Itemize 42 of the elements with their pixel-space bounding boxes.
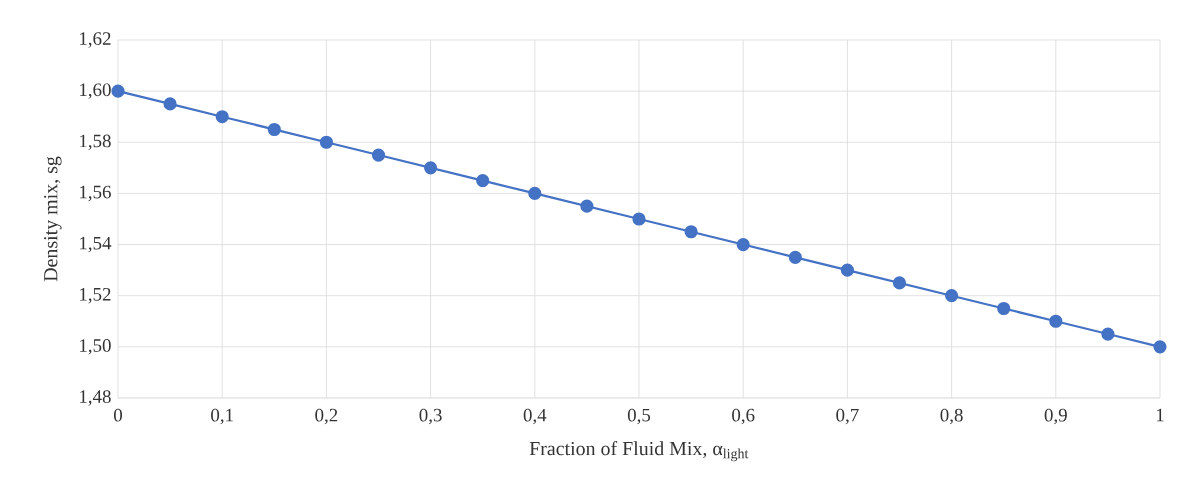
x-axis-title: Fraction of Fluid Mix, α$_{light}$: [529, 441, 749, 462]
y-tick-label: 1,58: [80, 134, 111, 151]
x-tick-label: 0,2: [315, 408, 338, 425]
point: [788, 250, 802, 264]
point: [945, 289, 959, 303]
x-tick-label: 0,1: [211, 408, 233, 425]
x-tick-label: 0: [114, 408, 123, 422]
point: [528, 186, 542, 200]
point: [371, 148, 386, 162]
point: [580, 199, 594, 213]
y-tick-label: 1,56: [80, 185, 111, 202]
point: [840, 263, 854, 277]
point: [892, 276, 907, 290]
point: [1049, 314, 1063, 328]
point: [1153, 340, 1167, 354]
x-tick-label: 0,3: [419, 408, 442, 425]
point: [215, 110, 229, 124]
x-tick-label: 0,8: [940, 408, 963, 425]
x-tick-label: 0,9: [1044, 408, 1067, 425]
point: [632, 212, 646, 226]
point: [736, 237, 750, 252]
point: [111, 84, 125, 98]
y-axis-title: Density mix, sg: [44, 156, 62, 282]
point: [319, 135, 333, 149]
y-tick-label: 1,48: [80, 390, 111, 406]
y-tick-label: 1,62: [80, 32, 111, 48]
y-tick-label: 1,60: [80, 83, 111, 99]
point: [267, 122, 281, 137]
point: [997, 301, 1011, 316]
point: [684, 225, 698, 239]
x-tick-label: 0,5: [627, 408, 651, 425]
x-tick-label: 0,4: [523, 408, 547, 425]
y-tick-label: 1,54: [80, 236, 112, 253]
x-tick-label: 1: [1156, 408, 1164, 422]
point: [424, 161, 438, 175]
x-tick-label: 0,6: [732, 408, 755, 425]
point: [1101, 327, 1115, 341]
point: [476, 174, 490, 188]
y-tick-label: 1,52: [80, 287, 111, 304]
y-tick-label: 1,50: [80, 339, 111, 355]
x-tick-label: 0,7: [836, 408, 859, 425]
point: [163, 97, 177, 111]
